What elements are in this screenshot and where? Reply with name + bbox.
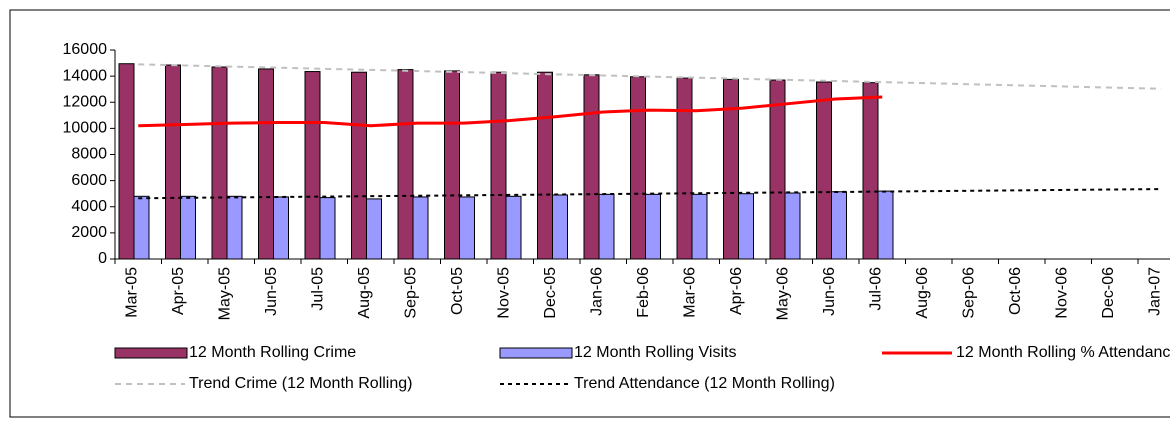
bar [877, 190, 894, 260]
legend-label: Trend Attendance (12 Month Rolling) [574, 375, 835, 392]
bar [366, 198, 382, 260]
bar [211, 66, 228, 260]
bar [412, 196, 429, 260]
bar [691, 193, 708, 260]
series-line [138, 63, 1162, 90]
bar [490, 71, 507, 260]
legend-label: 12 Month Rolling % Attendance [956, 344, 1170, 361]
bar [537, 71, 553, 260]
x-tick-label: Jun-05 [263, 267, 280, 316]
bar [304, 71, 321, 260]
y-tick-label: 14000 [63, 67, 108, 84]
bar [598, 193, 615, 260]
bar [459, 196, 475, 260]
bar [165, 64, 181, 260]
legend-label: 12 Month Rolling Crime [189, 344, 356, 361]
bar [784, 192, 801, 260]
bar [676, 77, 693, 260]
bar [118, 63, 135, 260]
bar [583, 74, 600, 260]
y-tick-label: 2000 [71, 224, 107, 241]
bar [351, 71, 367, 260]
x-tick-label: Jan-06 [588, 267, 605, 316]
x-tick-label: Apr-05 [170, 267, 187, 315]
bar [505, 195, 522, 260]
legend-swatch [114, 347, 188, 359]
y-tick-label: 0 [98, 250, 107, 267]
bar [180, 195, 196, 260]
x-tick-label: Jul-06 [867, 267, 884, 311]
bar [738, 193, 754, 260]
series-line [138, 95, 883, 128]
x-tick-label: Dec-06 [1100, 267, 1117, 319]
bar [226, 195, 243, 260]
y-tick-label: 4000 [71, 198, 107, 215]
chart-frame [9, 9, 1170, 418]
bar [397, 69, 414, 260]
bar [552, 194, 568, 260]
x-tick-label: Feb-06 [635, 267, 652, 318]
x-tick-label: Nov-06 [1053, 267, 1070, 319]
bar [831, 191, 847, 260]
bar [273, 196, 289, 260]
series-line [138, 188, 1162, 200]
y-tick-label: 10000 [63, 120, 108, 137]
legend-label: Trend Crime (12 Month Rolling) [189, 375, 412, 392]
bar [319, 197, 336, 260]
x-tick-label: May-06 [774, 267, 791, 320]
bar [133, 195, 150, 260]
x-tick-label: Jul-05 [309, 267, 326, 311]
bar [723, 78, 739, 260]
bar [816, 81, 832, 260]
x-tick-label: Dec-05 [542, 267, 559, 319]
legend-label: 12 Month Rolling Visits [574, 344, 736, 361]
x-tick-label: Sep-06 [960, 267, 977, 319]
x-tick-label: Nov-05 [495, 267, 512, 319]
y-tick-label: 16000 [63, 41, 108, 58]
y-tick-label: 12000 [63, 93, 108, 110]
bar [769, 79, 786, 260]
x-tick-label: Aug-06 [914, 267, 931, 319]
bar [630, 76, 646, 260]
x-tick-label: Apr-06 [728, 267, 745, 315]
x-tick-label: Mar-06 [681, 267, 698, 318]
x-tick-label: Jun-06 [821, 267, 838, 316]
x-tick-label: May-05 [216, 267, 233, 320]
x-tick-label: Jan-07 [1146, 267, 1163, 316]
legend-swatch [499, 347, 573, 359]
bar [862, 82, 879, 260]
x-tick-label: Oct-05 [449, 267, 466, 315]
bar [258, 68, 274, 260]
x-tick-label: Mar-05 [123, 267, 140, 318]
bar [645, 193, 661, 260]
x-tick-label: Sep-05 [402, 267, 419, 319]
y-tick-label: 8000 [71, 146, 107, 163]
y-tick-label: 6000 [71, 172, 107, 189]
x-tick-label: Aug-05 [356, 267, 373, 319]
x-tick-label: Oct-06 [1007, 267, 1024, 315]
bar [444, 70, 460, 260]
